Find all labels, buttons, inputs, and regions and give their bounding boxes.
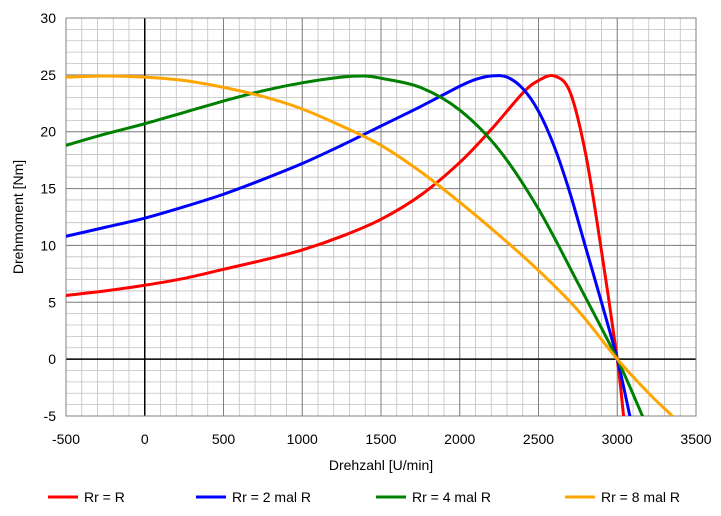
x-tick-label: 1000 (287, 431, 318, 447)
y-tick-label: 15 (40, 181, 56, 197)
series-line-1 (66, 74, 626, 416)
series-line-4 (66, 74, 674, 416)
y-tick-labels: -5 0 5 10 15 20 25 30 (40, 10, 56, 424)
x-tick-label: 2500 (523, 431, 554, 447)
series-line-2 (66, 74, 632, 416)
y-axis-label: Drehmoment [Nm] (10, 160, 26, 274)
y-tick-label: 5 (48, 294, 56, 310)
x-axis-label: Drehzahl [U/min] (329, 457, 433, 473)
plot-area-border (65, 17, 697, 417)
series-lines (66, 74, 674, 416)
series-line-3 (66, 74, 644, 416)
legend: Rr = R Rr = 2 mal R Rr = 4 mal R Rr = 8 mal… (48, 489, 680, 505)
y-tick-label: 10 (40, 237, 56, 253)
x-tick-label: 3500 (680, 431, 711, 447)
x-tick-label: 3000 (602, 431, 633, 447)
x-tick-label: 500 (212, 431, 236, 447)
legend-label-4: Rr = 8 mal R (601, 489, 680, 505)
y-tick-label: 0 (48, 351, 56, 367)
y-tick-label: 20 (40, 124, 56, 140)
legend-label-1: Rr = R (84, 489, 125, 505)
y-tick-label: 25 (40, 67, 56, 83)
y-tick-label: -5 (44, 408, 57, 424)
x-tick-label: -500 (52, 431, 80, 447)
x-tick-label: 1500 (365, 431, 396, 447)
x-tick-label: 2000 (444, 431, 475, 447)
legend-label-3: Rr = 4 mal R (412, 489, 491, 505)
x-tick-label: 0 (141, 431, 149, 447)
legend-label-2: Rr = 2 mal R (232, 489, 311, 505)
x-tick-labels: -500 0 500 1000 1500 2000 2500 3000 3500 (52, 431, 712, 447)
y-tick-label: 30 (40, 10, 56, 26)
